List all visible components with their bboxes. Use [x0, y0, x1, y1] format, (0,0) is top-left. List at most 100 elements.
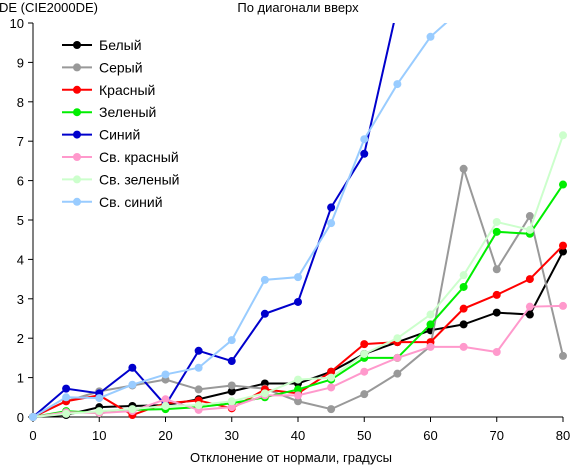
axes: [28, 22, 564, 422]
legend-swatch-marker: [73, 41, 81, 49]
data-point: [459, 271, 468, 280]
data-point: [559, 301, 567, 310]
data-point: [393, 3, 401, 11]
data-point: [360, 135, 369, 144]
x-tick-label: 70: [490, 428, 504, 443]
data-point: [294, 397, 302, 406]
x-tick-label: 50: [357, 428, 371, 443]
data-point: [128, 380, 137, 389]
data-point: [459, 282, 468, 291]
y-tick-label: 9: [17, 55, 24, 70]
series-5: [29, 3, 401, 421]
data-point: [459, 164, 468, 173]
data-point: [161, 395, 170, 404]
data-point: [128, 405, 137, 414]
legend-swatch-marker: [73, 153, 81, 161]
data-point: [426, 32, 435, 41]
legend-item: Синий: [62, 127, 140, 143]
data-point: [426, 320, 435, 329]
data-point: [227, 387, 236, 396]
data-point: [62, 384, 71, 393]
data-point: [525, 302, 534, 311]
data-point: [360, 340, 369, 349]
data-point: [559, 247, 567, 256]
y-tick-label: 1: [17, 371, 24, 386]
legend-label: Св. зеленый: [99, 171, 179, 187]
data-point: [459, 320, 468, 329]
legend-item: Св. красный: [62, 149, 179, 165]
data-point: [393, 369, 402, 378]
legend-item: Серый: [62, 59, 143, 75]
data-point: [327, 203, 336, 212]
data-point: [227, 357, 236, 366]
data-point: [95, 394, 104, 403]
data-point: [460, 3, 468, 11]
legend-label: Св. синий: [99, 194, 163, 210]
data-point: [327, 383, 336, 392]
legend-swatch-marker: [73, 85, 81, 94]
legend-swatch-marker: [73, 108, 81, 117]
y-axis-label: DE (CIE2000DE): [0, 0, 98, 15]
x-tick-label: 30: [225, 428, 239, 443]
data-point: [194, 385, 203, 394]
legend-label: Св. красный: [99, 149, 179, 165]
legend-swatch-marker: [73, 130, 81, 139]
data-point: [327, 367, 336, 376]
data-point: [492, 265, 501, 274]
y-tick-label: 10: [10, 16, 24, 31]
data-point: [426, 310, 435, 319]
data-point: [294, 273, 302, 282]
y-tick-label: 8: [17, 95, 24, 110]
data-point: [525, 310, 534, 319]
data-point: [294, 375, 302, 384]
data-point: [161, 370, 170, 379]
legend-label: Белый: [99, 37, 142, 53]
legend-item: Белый: [62, 37, 142, 53]
x-tick-label: 40: [291, 428, 305, 443]
data-point: [194, 363, 203, 372]
data-point: [459, 342, 468, 351]
data-point: [260, 309, 269, 318]
y-tick-label: 5: [17, 213, 24, 228]
legend-item: Зеленый: [62, 104, 156, 120]
data-point: [492, 217, 501, 226]
data-point: [360, 367, 369, 376]
data-point: [459, 304, 468, 313]
data-point: [128, 363, 137, 372]
legend-swatch-marker: [73, 197, 81, 206]
series-8: [29, 3, 468, 421]
data-point: [294, 297, 302, 306]
data-point: [227, 381, 236, 390]
y-tick-label: 7: [17, 134, 24, 149]
data-point: [360, 349, 369, 358]
data-point: [559, 241, 567, 250]
data-point: [492, 347, 501, 356]
data-point: [95, 407, 104, 416]
data-point: [194, 401, 203, 410]
data-point: [525, 275, 534, 284]
data-point: [327, 373, 336, 382]
y-tick-label: 3: [17, 292, 24, 307]
data-point: [525, 225, 534, 234]
data-point: [327, 219, 336, 228]
data-point: [62, 409, 71, 418]
data-point: [227, 336, 236, 345]
data-point: [360, 149, 369, 158]
x-tick-label: 0: [29, 428, 36, 443]
legend-swatch-marker: [73, 175, 81, 184]
legend-item: Св. зеленый: [62, 171, 179, 187]
legend-swatch-marker: [73, 63, 81, 72]
x-tick-label: 20: [158, 428, 172, 443]
data-point: [559, 351, 567, 360]
legend-label: Красный: [99, 82, 155, 98]
y-tick-label: 6: [17, 174, 24, 189]
data-point: [393, 353, 402, 362]
data-point: [492, 308, 501, 317]
data-point: [492, 290, 501, 299]
data-point: [492, 227, 501, 236]
data-point: [29, 413, 37, 421]
series-7: [29, 131, 567, 421]
data-point: [161, 401, 170, 410]
data-point: [62, 393, 71, 402]
